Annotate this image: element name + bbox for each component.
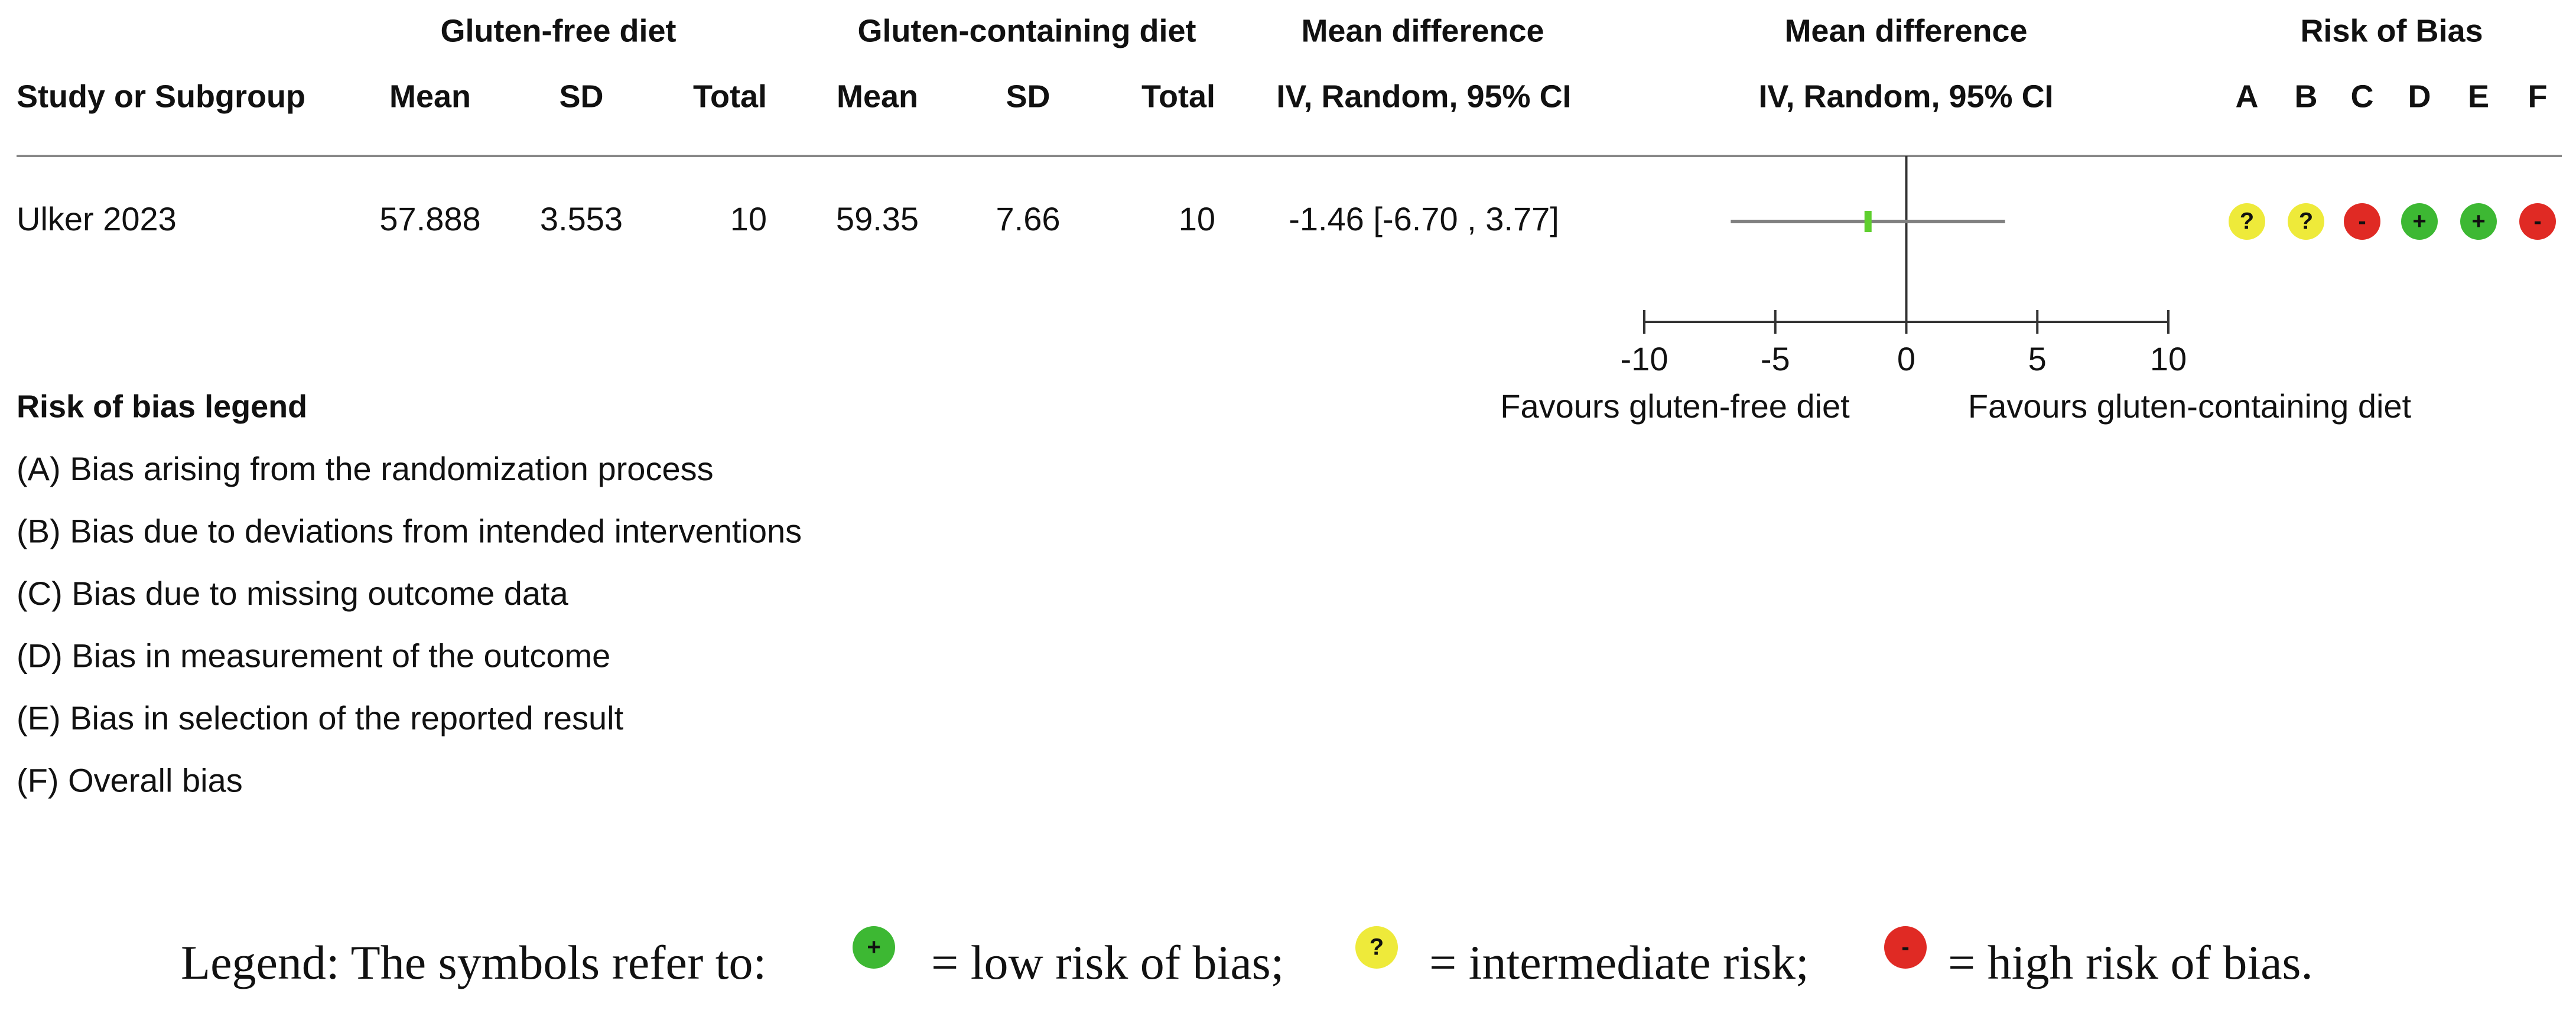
bias-judgement-symbol: ? (2299, 208, 2313, 234)
column-header: Total (1141, 79, 1215, 114)
footer-text: = high risk of bias. (1948, 936, 2313, 989)
legend-item: (F) Overall bias (17, 761, 243, 799)
bias-judgement-symbol: - (2358, 208, 2366, 234)
table-cell: 10 (1179, 200, 1215, 237)
bias-judgement (2460, 203, 2497, 240)
legend-item: (E) Bias in selection of the reported re… (17, 699, 624, 737)
column-header: IV, Random, 95% CI (1758, 79, 2053, 114)
bias-judgement-symbol: + (2471, 208, 2485, 234)
bias-judgement (2229, 203, 2265, 240)
group-header: Mean difference (1301, 13, 1544, 48)
point-estimate (1864, 211, 1872, 232)
bias-domain-header: D (2408, 79, 2431, 114)
footer-icon (853, 926, 895, 969)
legend-item: (D) Bias in measurement of the outcome (17, 637, 610, 674)
bias-domain-header: F (2528, 79, 2548, 114)
x-tick-label: 10 (2150, 340, 2187, 377)
bias-domain-header: C (2351, 79, 2374, 114)
column-header: Mean (389, 79, 471, 114)
column-header: Study or Subgroup (17, 79, 305, 114)
legend-item: (B) Bias due to deviations from intended… (17, 512, 802, 549)
bias-judgement-symbol: + (2412, 208, 2426, 234)
group-header: Gluten-free diet (440, 13, 676, 48)
bias-judgement-symbol: - (2533, 208, 2541, 234)
footer-text: = low risk of bias; (931, 936, 1284, 989)
table-cell: 57.888 (379, 200, 480, 237)
group-header: Mean difference (1784, 13, 2027, 48)
legend-item: (A) Bias arising from the randomization … (17, 450, 714, 487)
group-header: Gluten-containing diet (858, 13, 1196, 48)
bias-domain-header: B (2295, 79, 2318, 114)
x-tick-label: 5 (2028, 340, 2047, 377)
bias-judgement (2344, 203, 2380, 240)
bias-judgement (2519, 203, 2556, 240)
footer-icon-symbol: + (867, 934, 880, 960)
x-label-left: Favours gluten-free diet (1500, 387, 1850, 425)
footer-icon (1355, 926, 1398, 969)
table-cell: 59.35 (836, 200, 919, 237)
ci-label: -1.46 [-6.70 , 3.77] (1289, 200, 1559, 237)
group-header: Risk of Bias (2300, 13, 2483, 48)
bias-domain-header: E (2468, 79, 2489, 114)
legend-title: Risk of bias legend (17, 389, 307, 424)
x-tick-label: -5 (1761, 340, 1790, 377)
footer-text: Legend: The symbols refer to: (181, 936, 766, 989)
table-cell: 3.553 (540, 200, 623, 237)
column-header: SD (1006, 79, 1050, 114)
legend-item: (C) Bias due to missing outcome data (17, 575, 569, 612)
table-cell: 7.66 (996, 200, 1061, 237)
column-header: SD (559, 79, 603, 114)
footer-text: = intermediate risk; (1429, 936, 1809, 989)
footer-icon-symbol: - (1901, 934, 1909, 960)
column-header: Mean (837, 79, 918, 114)
column-header: Total (693, 79, 767, 114)
x-tick-label: -10 (1621, 340, 1668, 377)
column-header: IV, Random, 95% CI (1276, 79, 1571, 114)
bias-judgement (2401, 203, 2438, 240)
table-cell: 10 (730, 200, 767, 237)
x-label-right: Favours gluten-containing diet (1968, 387, 2412, 425)
study-name: Ulker 2023 (17, 200, 177, 237)
bias-judgement-symbol: ? (2240, 208, 2254, 234)
bias-domain-header: A (2236, 79, 2259, 114)
bias-judgement (2288, 203, 2324, 240)
footer-icon-symbol: ? (1370, 934, 1384, 960)
footer-icon (1884, 926, 1927, 969)
x-tick-label: 0 (1897, 340, 1915, 377)
